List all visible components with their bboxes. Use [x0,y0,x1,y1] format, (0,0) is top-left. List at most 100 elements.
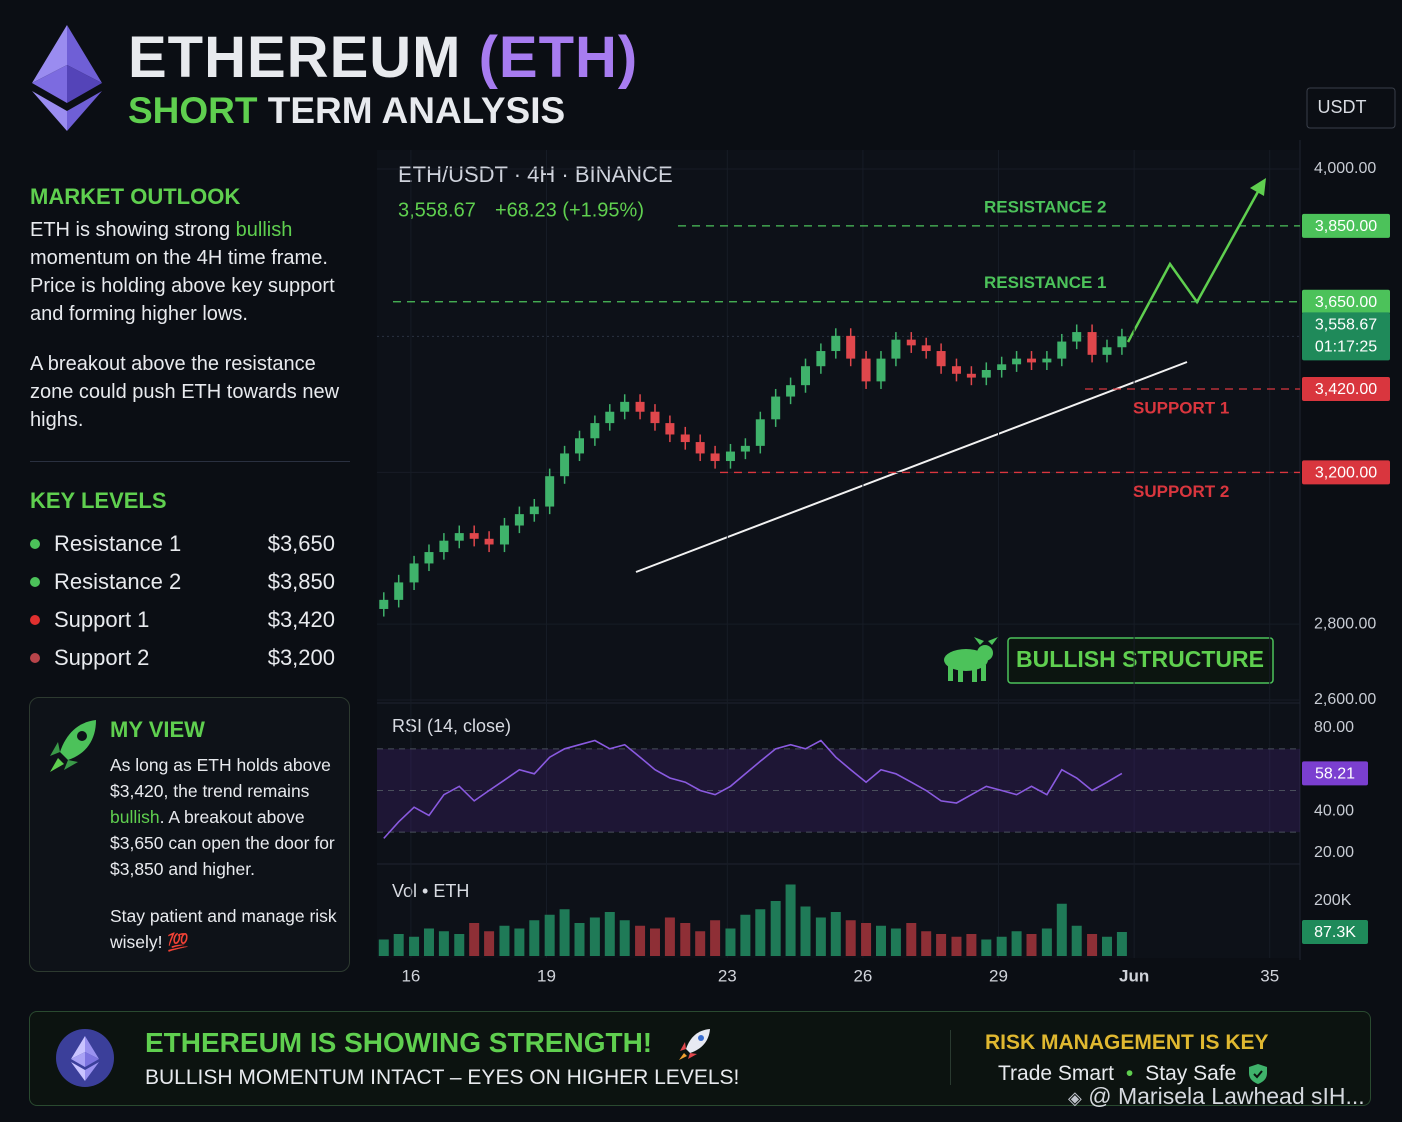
x-tick-label: 26 [853,966,872,985]
level-label: SUPPORT 1 [1133,398,1229,417]
candle-body [665,423,675,435]
badge-label: BULLISH STRUCTURE [1016,646,1264,672]
candle-body [620,401,630,412]
volume-bar [680,923,691,956]
decor: USDT ETH/USDT · 4H · BINANCE 3,558.67 +6… [377,87,1396,960]
candle-body [936,351,946,367]
y-tick-label: 2,800.00 [1314,615,1376,632]
volume-bar [800,906,811,956]
volume-bar [1026,934,1037,956]
x-tick-label: 35 [1260,966,1279,985]
volume-bar [951,936,962,956]
price-change: +68.23 (+1.95%) [495,199,644,221]
tip: Stay Safe [1145,1062,1237,1085]
volume-bar [559,909,570,956]
key-levels: Resistance 1 $3,650 Resistance 2 $3,850 Supp… [30,525,335,677]
volume-bar [589,917,600,956]
candle-body [454,533,464,541]
level-tag-label: 3,850.00 [1315,218,1377,235]
candle-body [1087,332,1097,355]
level-tag [1302,213,1390,238]
candle-body [831,335,841,352]
volume-bar [469,923,480,956]
level-dot [30,539,40,549]
tips: Trade Smart • Stay Safe [998,1062,1268,1086]
pair-label: ETH/USDT · 4H · BINANCE [398,162,673,187]
level-tag-label: 3,650.00 [1315,294,1377,311]
title: ETHEREUM (ETH) [128,24,638,91]
x-tick-label: 29 [989,966,1008,985]
volume-bar [409,936,420,956]
text: momentum on the 4H time frame. Price is … [30,247,335,325]
footer-logo [56,1029,114,1087]
x-tick-label: Jun [1119,966,1149,985]
volume-bar [981,939,992,956]
volume-bar [574,923,585,956]
candle-body [771,396,781,420]
y-tick-label: 200K [1314,892,1352,909]
candle-body [590,423,600,439]
volume-bar [785,884,796,956]
levels-title: KEY LEVELS [30,488,167,513]
volume-bar [1116,931,1127,956]
text: ETH is showing strong [30,219,236,241]
view-text: As long as ETH holds above $3,420, the t… [110,752,338,882]
candle-body [951,366,961,374]
arrow-head [1250,178,1266,196]
chart-panel [377,150,1300,958]
volume-bar [710,920,721,956]
volume-bar [845,920,856,956]
volume-bar [378,939,389,956]
volume-bar [996,936,1007,956]
candle-body [906,339,916,346]
candle-body [379,599,389,609]
footer-divider [950,1030,951,1085]
candle-body [801,366,811,386]
volume-bar [635,925,646,956]
candle-body [545,476,555,507]
volume-bar [695,931,706,956]
shield-icon [1249,1064,1268,1084]
candle-body [755,419,765,446]
tip: Trade Smart [998,1062,1114,1085]
level-name: Support 1 [54,607,150,632]
volume-bar [649,928,660,956]
footer-headline: ETHEREUM IS SHOWING STRENGTH! [145,1027,653,1058]
bull-icon [944,637,998,682]
volume-bar [906,923,917,956]
subtitle: SHORT TERM ANALYSIS [128,90,565,132]
view-text: Stay patient and manage risk wisely! 💯 [110,906,337,952]
candle-body [1012,358,1022,365]
candle-body [1042,358,1052,363]
x-tick-label: 23 [718,966,737,985]
title-main: ETHEREUM [128,25,462,90]
volume-bar [1011,931,1022,956]
candle-body [816,351,826,367]
rsi-line [383,739,1123,839]
volume-bar [725,928,736,956]
y-tick-label: 2,600.00 [1314,691,1376,708]
candle-body [469,533,479,539]
footer-subline: BULLISH MOMENTUM INTACT – EYES ON HIGHER… [145,1066,740,1089]
x-tick-label: 19 [537,966,556,985]
level-name: Support 2 [54,645,150,670]
candle-body [1027,358,1037,363]
currency-label: USDT [1318,97,1367,117]
volume-bar [875,925,886,956]
candle-body [514,514,524,526]
y-tick-label: 40.00 [1314,803,1354,820]
level-tag [1302,289,1390,314]
candle-body [740,445,750,452]
candle-body [876,358,886,382]
level-tag [1302,376,1390,401]
highlight: bullish [110,807,160,827]
level-value: $3,650 [267,531,335,556]
candle-timer: 01:17:25 [1315,339,1377,356]
volume-bar [755,909,766,956]
volume-bar [770,901,781,956]
currency-button[interactable] [1306,87,1396,129]
candle-body [409,563,419,583]
volume-bar [1101,936,1112,956]
projection-arrow [1126,187,1262,343]
